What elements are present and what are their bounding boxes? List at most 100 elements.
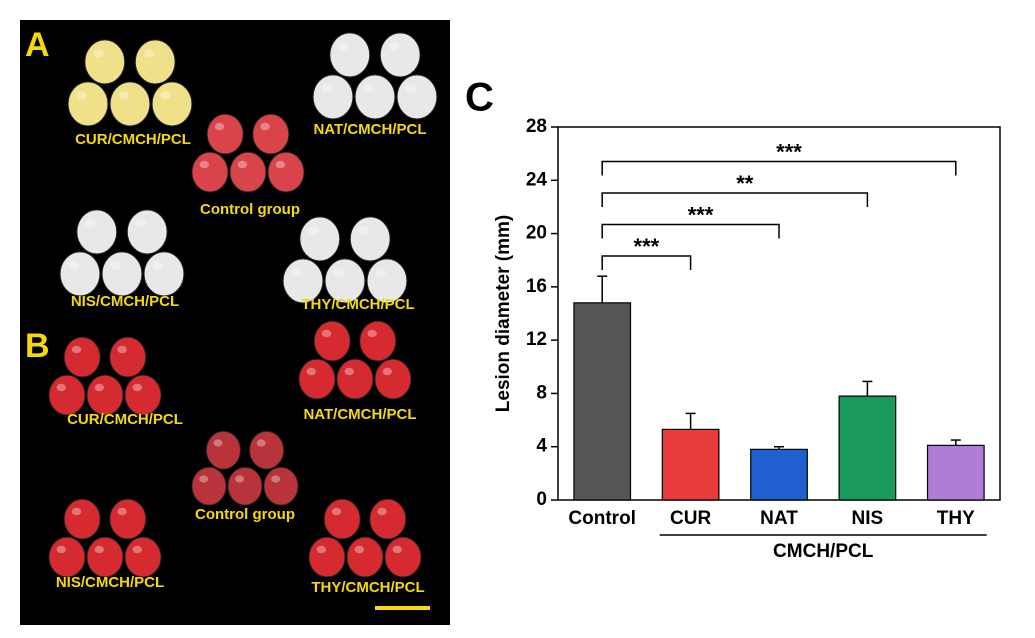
fruit-highlight — [271, 475, 281, 483]
fruit-highlight — [316, 545, 327, 554]
fruit — [63, 336, 101, 378]
significance-label: ** — [736, 171, 754, 196]
photo-caption: NAT/CMCH/PCL — [313, 121, 426, 138]
x-tick-label: NAT — [760, 508, 798, 529]
photo-caption: NIS/CMCH/PCL — [71, 293, 179, 310]
fruit — [48, 536, 86, 578]
fruit-highlight — [321, 329, 332, 338]
photo-caption: THY/CMCH/PCL — [301, 296, 414, 313]
fruit-highlight — [94, 383, 105, 392]
fruit — [308, 536, 346, 578]
photo-caption: NIS/CMCH/PCL — [56, 574, 164, 591]
fruit — [312, 74, 354, 120]
fruit — [267, 151, 305, 193]
bar — [661, 428, 720, 501]
fruit-highlight — [321, 84, 332, 93]
fruit — [263, 466, 299, 506]
y-tick-label: 12 — [526, 329, 547, 350]
fruit — [101, 251, 143, 297]
fruit — [379, 32, 421, 78]
fruit-highlight — [199, 475, 209, 483]
fruit-highlight — [94, 545, 105, 554]
fruit-highlight — [256, 439, 266, 447]
fruit — [191, 151, 229, 193]
fruit-highlight — [338, 42, 349, 51]
fruit — [86, 374, 124, 416]
fruit — [374, 358, 412, 400]
fruit-highlight — [199, 160, 210, 169]
fruit-highlight — [213, 439, 223, 447]
fruit-highlight — [71, 507, 82, 516]
fruit — [282, 258, 324, 304]
fruit-highlight — [117, 345, 127, 354]
fruit — [299, 216, 341, 262]
y-tick-label: 28 — [526, 116, 547, 137]
fruit — [126, 209, 168, 255]
fruit-highlight — [56, 383, 67, 392]
panel-label: B — [25, 327, 50, 365]
y-axis-label: Lesion diameter (mm) — [493, 215, 514, 412]
fruit — [134, 39, 176, 85]
fruit-highlight — [306, 367, 317, 376]
y-tick-label: 0 — [536, 489, 547, 510]
fruit — [86, 536, 124, 578]
significance-bracket — [601, 223, 780, 239]
y-tick-label: 4 — [536, 436, 547, 457]
fruit-highlight — [160, 91, 171, 100]
fruit — [252, 113, 290, 155]
fruit — [324, 258, 366, 304]
fruit-highlight — [388, 42, 400, 51]
photo-caption: CUR/CMCH/PCL — [75, 131, 191, 148]
fruit-highlight — [135, 219, 147, 228]
bar — [750, 448, 808, 501]
fruit — [229, 151, 267, 193]
photo-caption: CUR/CMCH/PCL — [67, 411, 183, 428]
fruit-highlight — [291, 268, 302, 277]
fruit — [249, 430, 285, 470]
significance-label: *** — [688, 202, 714, 227]
fruit — [396, 74, 438, 120]
fruit-highlight — [260, 122, 270, 131]
fruit — [369, 498, 407, 540]
fruit — [384, 536, 422, 578]
x-tick-label: Control — [568, 508, 636, 529]
y-tick-label: 24 — [526, 169, 548, 190]
fruit-highlight — [76, 91, 87, 100]
fruit — [143, 251, 185, 297]
fruit — [109, 336, 147, 378]
fruit-highlight — [382, 367, 393, 376]
fruit-highlight — [377, 507, 387, 516]
significance-label: *** — [776, 139, 802, 164]
fruit — [313, 320, 351, 362]
fruit — [336, 358, 374, 400]
fruit — [124, 536, 162, 578]
fruit — [84, 39, 126, 85]
fruit-highlight — [117, 507, 127, 516]
fruit-highlight — [363, 84, 374, 93]
fruit — [359, 320, 397, 362]
fruit — [109, 498, 147, 540]
photo-caption: NAT/CMCH/PCL — [303, 406, 416, 423]
fruit-highlight — [118, 91, 129, 100]
fruit — [205, 430, 241, 470]
photo-caption: THY/CMCH/PCL — [311, 579, 424, 596]
fruit — [67, 81, 109, 127]
fruit-highlight — [237, 160, 248, 169]
x-tick-label: THY — [937, 508, 975, 529]
fruit-highlight — [71, 345, 82, 354]
fruit — [76, 209, 118, 255]
significance-bracket — [601, 255, 692, 270]
y-tick-label: 20 — [526, 223, 547, 244]
fruit-highlight — [354, 545, 365, 554]
fruit — [298, 358, 336, 400]
fruit-highlight — [367, 329, 377, 338]
significance-bracket — [601, 160, 957, 176]
fruit — [227, 466, 263, 506]
fruit-highlight — [132, 383, 143, 392]
fruit-highlight — [85, 219, 96, 228]
y-tick-label: 8 — [536, 382, 547, 403]
fruit — [191, 466, 227, 506]
fruit — [59, 251, 101, 297]
fruit-highlight — [56, 545, 67, 554]
photo-caption: Control group — [200, 201, 300, 218]
